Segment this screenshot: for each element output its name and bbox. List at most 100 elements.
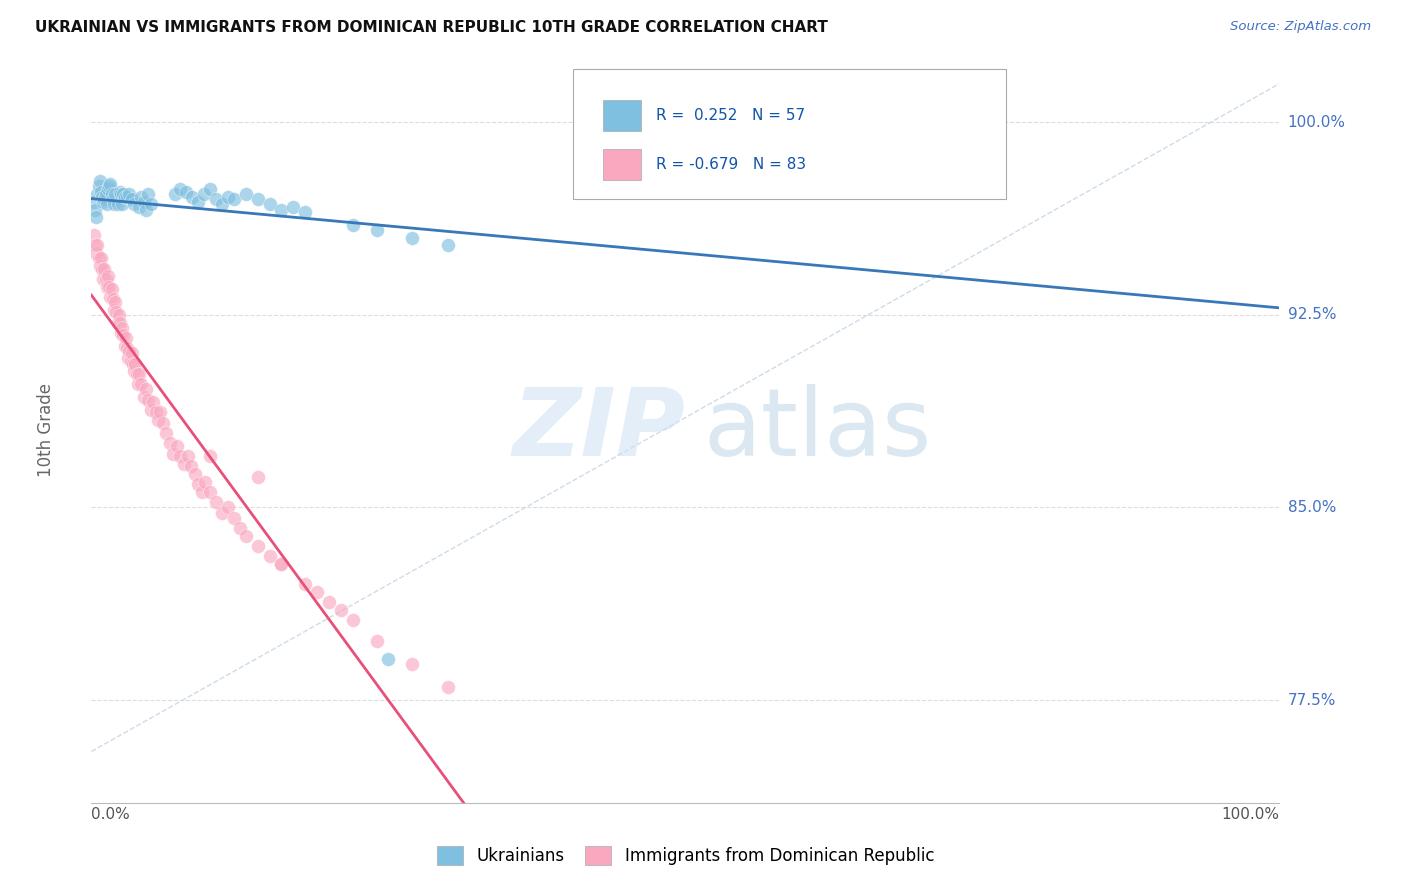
Point xyxy=(108,185,131,199)
Point xyxy=(270,557,292,571)
Point xyxy=(115,331,138,345)
Point xyxy=(294,205,316,219)
Point xyxy=(121,192,143,206)
Point xyxy=(139,402,162,417)
Text: 100.0%: 100.0% xyxy=(1288,115,1346,129)
Point xyxy=(97,269,120,284)
Point xyxy=(90,185,112,199)
Point xyxy=(294,577,316,591)
Point xyxy=(100,290,122,304)
Point xyxy=(91,189,114,203)
Point xyxy=(110,187,132,202)
Point xyxy=(107,197,129,211)
Point xyxy=(146,413,169,427)
Point xyxy=(169,449,191,463)
Point xyxy=(135,382,157,396)
Point xyxy=(163,187,186,202)
Point xyxy=(128,200,150,214)
Point xyxy=(222,192,245,206)
Point xyxy=(176,185,198,199)
Point xyxy=(101,192,124,206)
Point xyxy=(91,272,114,286)
Point xyxy=(98,179,121,194)
Point xyxy=(90,252,112,266)
Point xyxy=(173,457,195,471)
FancyBboxPatch shape xyxy=(603,100,641,131)
Point xyxy=(235,187,257,202)
Point xyxy=(111,320,134,334)
Point xyxy=(211,197,233,211)
Point xyxy=(129,377,152,392)
Point xyxy=(98,279,121,293)
Point xyxy=(366,223,388,237)
Point xyxy=(259,197,281,211)
Point xyxy=(93,261,115,276)
Point xyxy=(211,506,233,520)
Point xyxy=(217,189,239,203)
Point xyxy=(104,187,127,202)
FancyBboxPatch shape xyxy=(603,149,641,180)
Point xyxy=(100,282,122,296)
Text: 0.0%: 0.0% xyxy=(91,806,131,822)
Point xyxy=(114,338,136,352)
Point xyxy=(122,197,145,211)
Point xyxy=(84,238,107,252)
Point xyxy=(96,279,118,293)
Point xyxy=(270,557,292,571)
Point xyxy=(152,416,174,430)
Text: Source: ZipAtlas.com: Source: ZipAtlas.com xyxy=(1230,20,1371,33)
Point xyxy=(91,194,114,209)
Point xyxy=(187,477,209,491)
Point xyxy=(96,197,118,211)
Point xyxy=(181,189,204,203)
Point xyxy=(84,246,107,260)
Point xyxy=(97,182,120,196)
Point xyxy=(89,259,111,273)
Point xyxy=(87,252,110,266)
Point xyxy=(187,194,209,209)
Point xyxy=(87,179,110,194)
Text: ZIP: ZIP xyxy=(513,384,685,476)
Point xyxy=(86,238,108,252)
Point xyxy=(86,187,108,202)
Point xyxy=(235,529,257,543)
Point xyxy=(118,343,141,358)
Point xyxy=(191,485,214,500)
Point xyxy=(89,174,111,188)
Point xyxy=(125,367,148,381)
Text: UKRAINIAN VS IMMIGRANTS FROM DOMINICAN REPUBLIC 10TH GRADE CORRELATION CHART: UKRAINIAN VS IMMIGRANTS FROM DOMINICAN R… xyxy=(35,20,828,35)
Point xyxy=(318,595,340,609)
Point xyxy=(101,293,124,307)
Point xyxy=(155,425,177,440)
Point xyxy=(342,218,364,232)
Point xyxy=(105,305,128,319)
Point xyxy=(852,123,875,137)
Point xyxy=(121,346,143,360)
Text: 77.5%: 77.5% xyxy=(1288,692,1336,707)
Point xyxy=(149,405,172,419)
Point xyxy=(145,405,167,419)
Point xyxy=(139,197,162,211)
Point xyxy=(377,652,399,666)
Point xyxy=(112,328,135,343)
Point xyxy=(166,439,188,453)
Point xyxy=(142,395,165,409)
Point xyxy=(104,295,127,310)
Point xyxy=(342,614,364,628)
Point xyxy=(117,351,139,366)
Point xyxy=(122,364,145,378)
Point xyxy=(94,272,117,286)
Point xyxy=(122,357,145,371)
Point xyxy=(259,549,281,564)
Point xyxy=(246,469,269,483)
Point xyxy=(111,197,134,211)
Point xyxy=(194,475,217,489)
Point xyxy=(138,392,160,407)
Point xyxy=(229,521,252,535)
Point xyxy=(176,449,198,463)
Point xyxy=(114,189,136,203)
Text: 100.0%: 100.0% xyxy=(1222,806,1279,822)
Point xyxy=(401,231,423,245)
Point xyxy=(120,354,142,368)
Point xyxy=(83,194,105,209)
